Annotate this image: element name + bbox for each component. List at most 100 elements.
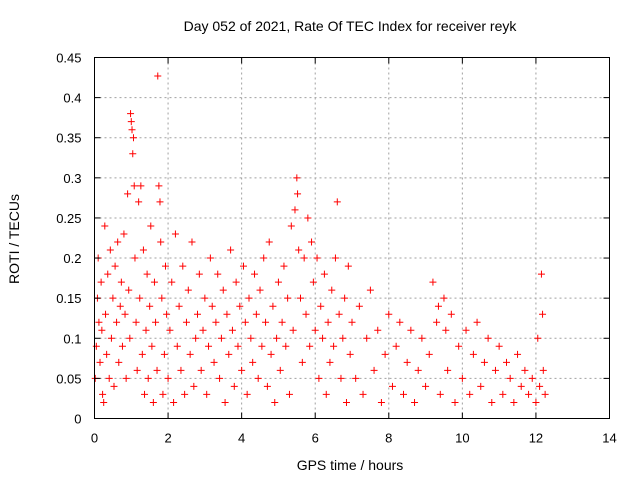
data-point bbox=[195, 270, 203, 278]
data-point bbox=[396, 318, 404, 326]
x-tick-labels: 0 2 4 6 8 10 12 14 bbox=[91, 431, 617, 446]
data-point bbox=[132, 318, 140, 326]
data-point bbox=[429, 278, 437, 286]
data-point bbox=[230, 382, 238, 390]
data-point bbox=[534, 334, 542, 342]
data-point bbox=[161, 262, 169, 270]
y-tick-label: 0.45 bbox=[56, 51, 81, 66]
x-tick-label: 10 bbox=[455, 431, 469, 446]
data-point bbox=[392, 342, 400, 350]
y-axis-label: ROTI / TECUs bbox=[6, 194, 22, 284]
data-point bbox=[130, 182, 138, 190]
data-point bbox=[239, 262, 247, 270]
data-point bbox=[109, 294, 117, 302]
data-point bbox=[236, 302, 244, 310]
data-point bbox=[541, 390, 549, 398]
data-point bbox=[107, 334, 115, 342]
y-tick-label: 0.3 bbox=[63, 171, 81, 186]
data-point bbox=[157, 238, 165, 246]
data-point bbox=[322, 390, 330, 398]
data-point bbox=[126, 334, 134, 342]
data-point bbox=[403, 358, 411, 366]
data-point bbox=[344, 262, 352, 270]
y-tick-label: 0.35 bbox=[56, 131, 81, 146]
data-point bbox=[192, 334, 200, 342]
data-point bbox=[256, 286, 264, 294]
data-point bbox=[280, 262, 288, 270]
data-point bbox=[480, 358, 488, 366]
data-point bbox=[127, 110, 135, 118]
data-point bbox=[125, 286, 133, 294]
data-point bbox=[153, 366, 161, 374]
data-point bbox=[263, 382, 271, 390]
data-point bbox=[447, 310, 455, 318]
data-point bbox=[254, 374, 262, 382]
data-point bbox=[163, 310, 171, 318]
data-point bbox=[136, 294, 144, 302]
axis-ticks bbox=[94, 57, 610, 419]
data-points bbox=[91, 72, 549, 406]
data-point bbox=[170, 398, 178, 406]
data-point bbox=[173, 342, 181, 350]
data-point bbox=[363, 334, 371, 342]
data-point bbox=[440, 294, 448, 302]
data-point bbox=[115, 358, 123, 366]
data-point bbox=[138, 350, 146, 358]
data-point bbox=[262, 318, 270, 326]
data-point bbox=[525, 390, 533, 398]
data-point bbox=[274, 278, 282, 286]
y-tick-label: 0.15 bbox=[56, 291, 81, 306]
data-point bbox=[105, 374, 113, 382]
data-point bbox=[503, 358, 510, 366]
data-point bbox=[258, 342, 266, 350]
data-point bbox=[133, 366, 141, 374]
data-point bbox=[124, 190, 132, 198]
data-point bbox=[184, 286, 192, 294]
data-point bbox=[129, 150, 137, 158]
data-point bbox=[238, 366, 246, 374]
data-point bbox=[260, 254, 268, 262]
data-point bbox=[181, 390, 189, 398]
data-point bbox=[146, 302, 154, 310]
data-point bbox=[148, 342, 156, 350]
data-point bbox=[442, 326, 450, 334]
data-point bbox=[265, 238, 273, 246]
data-point bbox=[359, 390, 367, 398]
x-tick-label: 2 bbox=[164, 431, 171, 446]
data-point bbox=[539, 310, 547, 318]
data-point bbox=[111, 262, 119, 270]
data-point bbox=[159, 390, 167, 398]
data-point bbox=[320, 270, 328, 278]
data-point bbox=[377, 398, 385, 406]
data-point bbox=[388, 382, 396, 390]
data-point bbox=[495, 342, 503, 350]
data-point bbox=[317, 302, 325, 310]
data-point bbox=[436, 390, 444, 398]
data-point bbox=[273, 334, 281, 342]
data-point bbox=[444, 366, 452, 374]
data-point bbox=[284, 294, 292, 302]
data-point bbox=[355, 302, 363, 310]
data-point bbox=[319, 334, 327, 342]
data-point bbox=[315, 374, 323, 382]
x-tick-label: 12 bbox=[529, 431, 543, 446]
data-point bbox=[374, 326, 382, 334]
data-point bbox=[510, 398, 518, 406]
data-point bbox=[137, 182, 145, 190]
data-point bbox=[370, 366, 378, 374]
data-point bbox=[217, 334, 225, 342]
data-point bbox=[131, 254, 139, 262]
data-point bbox=[285, 390, 293, 398]
data-point bbox=[206, 254, 214, 262]
data-point bbox=[241, 318, 249, 326]
data-point bbox=[175, 302, 183, 310]
data-point bbox=[221, 398, 229, 406]
data-point bbox=[150, 278, 158, 286]
data-point bbox=[366, 286, 374, 294]
data-point bbox=[324, 318, 332, 326]
data-point bbox=[536, 382, 544, 390]
data-point bbox=[298, 358, 306, 366]
data-point bbox=[223, 310, 231, 318]
data-point bbox=[245, 294, 253, 302]
